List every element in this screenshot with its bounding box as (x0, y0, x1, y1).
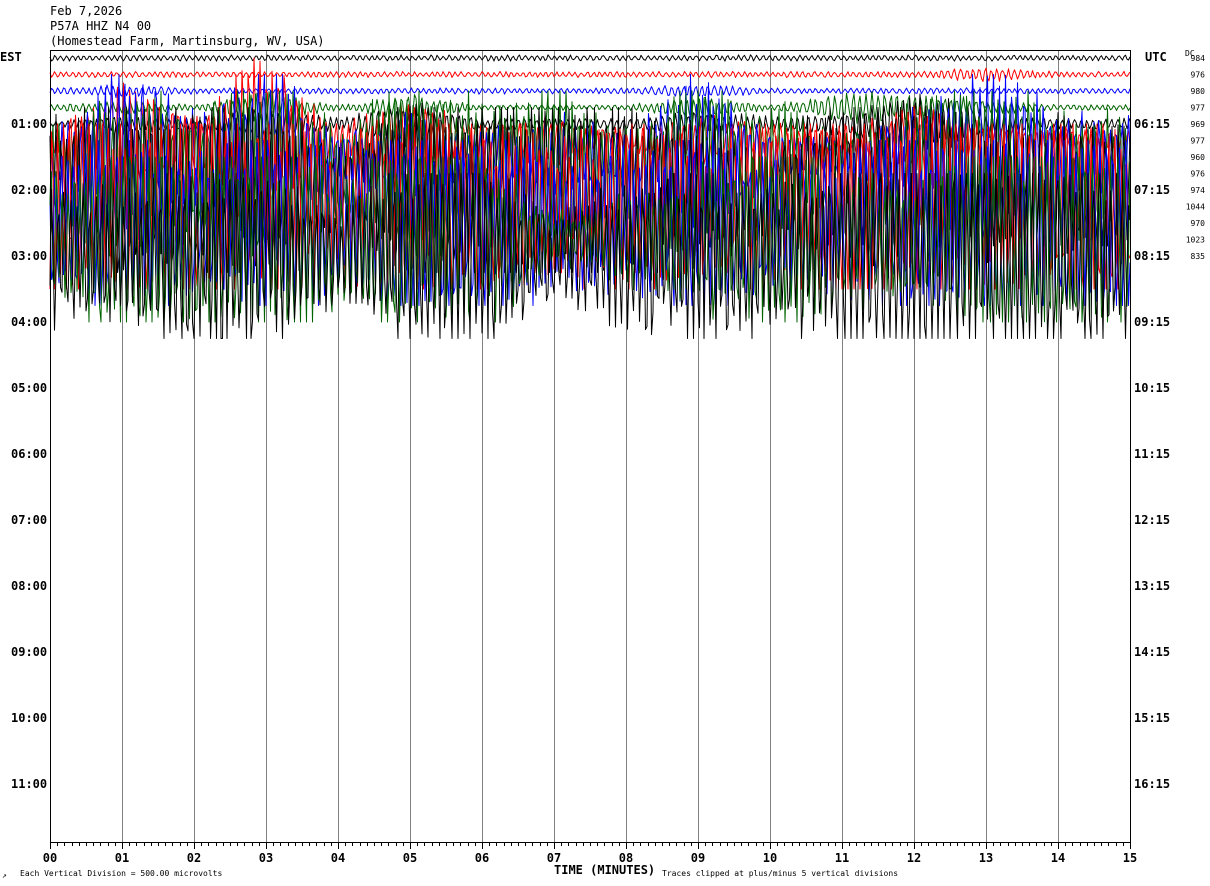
right-hour-label: 11:15 (1134, 447, 1170, 461)
left-hour-label: 08:00 (11, 579, 47, 593)
dc-offset-value: 976 (1191, 71, 1206, 80)
left-hour-label: 07:00 (11, 513, 47, 527)
x-tick-label: 14 (1051, 851, 1065, 865)
right-hour-label: 12:15 (1134, 513, 1170, 527)
left-hour-label: 11:00 (11, 777, 47, 791)
left-hour-label: 09:00 (11, 645, 47, 659)
dc-offset-value: 960 (1191, 153, 1206, 162)
dc-offset-value: 1044 (1186, 203, 1205, 212)
seismic-traces (49, 54, 1131, 339)
corner-mark-icon: ↗ (2, 871, 7, 880)
seismic-trace-row-2 (49, 67, 1131, 82)
dc-offset-labels: 984 976 980 977 969 977 960 976 974 1044 970 1023 83… (1186, 54, 1205, 261)
dc-offset-value: 976 (1191, 170, 1206, 179)
right-hour-label: 07:15 (1134, 183, 1170, 197)
dc-offset-value: 969 (1191, 120, 1206, 129)
x-tick-label: 01 (115, 851, 129, 865)
scale-note: Each Vertical Division = 500.00 microvol… (20, 869, 223, 878)
x-tick-label: 10 (763, 851, 777, 865)
seismic-trace-row-1 (49, 54, 1131, 62)
seismic-trace-row-13 (49, 173, 1131, 339)
dc-offset-value: 977 (1191, 104, 1206, 113)
x-tick-label: 07 (547, 851, 561, 865)
left-hour-label: 04:00 (11, 315, 47, 329)
dc-offset-value: 970 (1191, 219, 1206, 228)
dc-offset-header: DC (1185, 49, 1195, 58)
left-hour-label: 05:00 (11, 381, 47, 395)
recording-date: Feb 7,2026 (50, 4, 123, 18)
clip-note: Traces clipped at plus/minus 5 vertical … (662, 869, 899, 878)
dc-offset-value: 835 (1191, 252, 1206, 261)
x-tick-label: 12 (907, 851, 921, 865)
left-timezone-label: EST (0, 50, 22, 64)
dc-offset-value: 984 (1191, 54, 1206, 63)
right-hour-label: 15:15 (1134, 711, 1170, 725)
x-tick-label: 04 (331, 851, 345, 865)
x-tick-label: 09 (691, 851, 705, 865)
right-hour-label: 10:15 (1134, 381, 1170, 395)
x-tick-label: 03 (259, 851, 273, 865)
right-hour-label: 16:15 (1134, 777, 1170, 791)
dc-offset-value: 1023 (1186, 236, 1205, 245)
left-hour-label: 03:00 (11, 249, 47, 263)
dc-offset-value: 977 (1191, 137, 1206, 146)
time-axis: 00 01 02 03 04 05 06 07 08 09 10 11 12 13 14 15 (43, 842, 1137, 865)
x-tick-label: 06 (475, 851, 489, 865)
left-hour-label: 01:00 (11, 117, 47, 131)
x-tick-label: 13 (979, 851, 993, 865)
right-hour-label: 06:15 (1134, 117, 1170, 131)
right-hour-label: 09:15 (1134, 315, 1170, 329)
left-hour-label: 06:00 (11, 447, 47, 461)
station-location: (Homestead Farm, Martinsburg, WV, USA) (50, 34, 325, 48)
left-hour-label: 02:00 (11, 183, 47, 197)
x-tick-label: 05 (403, 851, 417, 865)
x-tick-label: 08 (619, 851, 633, 865)
seismic-trace-row-3 (49, 84, 1131, 99)
left-hour-label: 10:00 (11, 711, 47, 725)
x-tick-label: 02 (187, 851, 201, 865)
x-tick-label: 00 (43, 851, 57, 865)
right-hour-label: 08:15 (1134, 249, 1170, 263)
hour-labels: 01:00 02:00 03:00 04:00 05:00 06:00 07:00 08:00… (11, 117, 1170, 791)
right-hour-label: 13:15 (1134, 579, 1170, 593)
right-timezone-label: UTC (1145, 50, 1167, 64)
station-channel: P57A HHZ N4 00 (50, 19, 152, 33)
dc-offset-value: 974 (1191, 186, 1206, 195)
right-hour-label: 14:15 (1134, 645, 1170, 659)
x-tick-label: 11 (835, 851, 849, 865)
seismic-trace-row-8 (49, 90, 1131, 257)
dc-offset-value: 980 (1191, 87, 1206, 96)
x-axis-label: TIME (MINUTES) (554, 863, 656, 877)
x-tick-label: 15 (1123, 851, 1137, 865)
